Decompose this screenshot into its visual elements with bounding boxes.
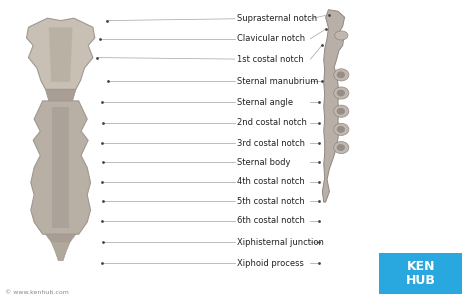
Text: © www.kenhub.com: © www.kenhub.com [5,290,69,295]
Text: Xiphisternal junction: Xiphisternal junction [237,238,324,247]
Ellipse shape [335,31,348,40]
Text: 2nd costal notch: 2nd costal notch [237,118,307,127]
Polygon shape [46,234,76,242]
Text: Clavicular notch: Clavicular notch [237,34,305,43]
Polygon shape [31,101,91,234]
Text: Xiphoid process: Xiphoid process [237,258,304,268]
Text: KEN
HUB: KEN HUB [406,260,436,287]
FancyBboxPatch shape [379,253,462,294]
Text: 5th costal notch: 5th costal notch [237,197,305,206]
Polygon shape [49,27,73,82]
Ellipse shape [337,72,345,78]
Polygon shape [27,18,95,89]
Polygon shape [51,242,70,261]
Text: 4th costal notch: 4th costal notch [237,177,305,186]
Text: 1st costal notch: 1st costal notch [237,55,304,64]
Text: Suprasternal notch: Suprasternal notch [237,14,317,23]
Ellipse shape [334,105,349,117]
Text: Sternal manubrium: Sternal manubrium [237,77,319,86]
Ellipse shape [334,123,349,135]
Ellipse shape [334,142,349,154]
Text: 6th costal notch: 6th costal notch [237,216,305,225]
Text: 3rd costal notch: 3rd costal notch [237,138,305,148]
Polygon shape [46,89,76,101]
Polygon shape [322,10,345,202]
Text: Sternal body: Sternal body [237,158,291,167]
Ellipse shape [337,145,345,151]
Ellipse shape [337,90,345,96]
Ellipse shape [337,126,345,132]
Ellipse shape [337,108,345,114]
Ellipse shape [334,87,349,99]
Polygon shape [52,107,69,228]
Text: Sternal angle: Sternal angle [237,98,293,107]
Ellipse shape [334,69,349,81]
